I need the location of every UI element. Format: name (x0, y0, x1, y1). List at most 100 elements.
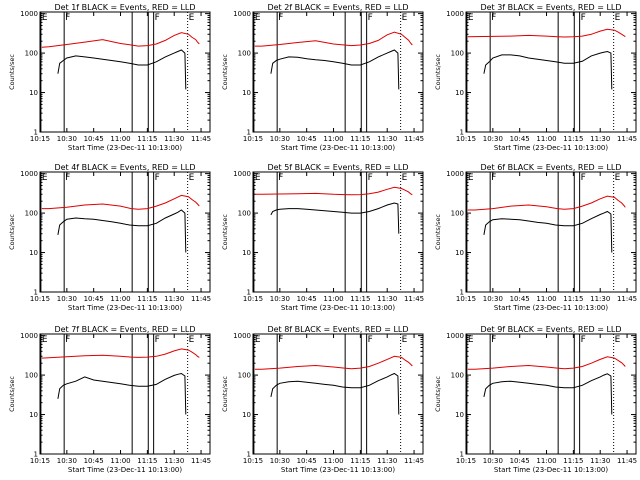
y-tick-label: 1 (247, 129, 251, 137)
plot-frame (252, 171, 424, 293)
x-tick-label: 11:45 (191, 135, 211, 143)
marker-label: F (368, 173, 373, 183)
panel-title: Det 8f BLACK = Events, RED = LLD (267, 325, 408, 334)
marker-label: E (189, 13, 195, 23)
y-axis-label: Counts/sec (434, 54, 442, 90)
plot-frame (39, 171, 211, 293)
x-tick-label: 11:45 (617, 295, 637, 303)
marker-label: E (255, 335, 261, 345)
y-tick-label: 1000 (20, 332, 38, 340)
x-tick-label: 11:30 (377, 135, 397, 143)
y-tick-label: 1 (34, 129, 38, 137)
x-tick-label: 10:30 (270, 135, 290, 143)
marker-label: F (581, 13, 586, 23)
marker-label: E (468, 335, 474, 345)
x-tick-label: 11:30 (590, 135, 610, 143)
x-tick-label: 11:15 (137, 295, 157, 303)
marker-label: E (255, 13, 261, 23)
panel-title: Det 9f BLACK = Events, RED = LLD (480, 325, 621, 334)
panel-title: Det 7f BLACK = Events, RED = LLD (54, 325, 195, 334)
marker-label: E (42, 335, 48, 345)
series-events-line (483, 373, 613, 415)
y-axis-label: Counts/sec (434, 376, 442, 412)
x-tick-label: 11:00 (536, 457, 556, 465)
y-tick-label: 10 (455, 249, 464, 257)
x-axis-label: Start Time (23-Dec-11 10:13:00) (494, 304, 608, 312)
x-tick-label: 11:00 (110, 135, 130, 143)
y-axis-label: Counts/sec (221, 376, 229, 412)
x-tick-label: 10:45 (297, 295, 317, 303)
x-tick-label: 11:15 (563, 457, 583, 465)
x-tick-label: 11:00 (536, 295, 556, 303)
marker-label: F (65, 173, 70, 183)
x-tick-label: 10:30 (270, 295, 290, 303)
marker-label: F (368, 335, 373, 345)
marker-label: F (491, 335, 496, 345)
x-axis-label: Start Time (23-Dec-11 10:13:00) (68, 466, 182, 474)
marker-label: E (402, 173, 408, 183)
y-tick-label: 100 (451, 372, 464, 380)
y-tick-label: 100 (25, 50, 38, 58)
y-tick-label: 1 (34, 451, 38, 459)
x-tick-label: 10:15 (30, 295, 50, 303)
series-lld-line (467, 195, 626, 211)
marker-label: E (42, 173, 48, 183)
marker-label: E (468, 13, 474, 23)
y-tick-label: 100 (238, 50, 251, 58)
series-lld-line (41, 194, 200, 210)
x-tick-label: 11:45 (617, 135, 637, 143)
plot-frame (252, 333, 424, 455)
y-tick-label: 1 (460, 129, 464, 137)
x-tick-label: 10:30 (57, 135, 77, 143)
x-tick-label: 11:15 (563, 295, 583, 303)
x-tick-label: 11:45 (404, 295, 424, 303)
x-tick-label: 10:15 (456, 457, 476, 465)
series-lld-line (254, 186, 413, 196)
y-tick-label: 1000 (233, 10, 251, 18)
marker-label: E (189, 173, 195, 183)
panel-title: Det 5f BLACK = Events, RED = LLD (267, 163, 408, 172)
y-tick-label: 1000 (20, 10, 38, 18)
y-axis-label: Counts/sec (434, 214, 442, 250)
series-events-line (483, 50, 613, 90)
marker-label: F (155, 13, 160, 23)
y-tick-label: 10 (29, 89, 38, 97)
series-events-line (57, 372, 187, 415)
marker-label: F (581, 173, 586, 183)
x-tick-label: 11:30 (590, 295, 610, 303)
x-axis-label: Start Time (23-Dec-11 10:13:00) (68, 304, 182, 312)
x-tick-label: 11:00 (323, 457, 343, 465)
y-tick-label: 10 (242, 411, 251, 419)
y-tick-label: 1000 (20, 170, 38, 178)
panel-title: Det 2f BLACK = Events, RED = LLD (267, 3, 408, 12)
x-axis-label: Start Time (23-Dec-11 10:13:00) (68, 144, 182, 152)
y-tick-label: 10 (29, 411, 38, 419)
x-tick-label: 10:15 (243, 295, 263, 303)
x-tick-label: 11:45 (191, 457, 211, 465)
y-tick-label: 100 (238, 210, 251, 218)
x-tick-label: 11:45 (617, 457, 637, 465)
x-tick-label: 11:00 (110, 457, 130, 465)
panel-title: Det 3f BLACK = Events, RED = LLD (480, 3, 621, 12)
y-tick-label: 10 (455, 411, 464, 419)
x-tick-label: 10:45 (84, 457, 104, 465)
marker-label: E (189, 335, 195, 345)
marker-label: E (615, 13, 621, 23)
x-tick-label: 11:15 (137, 457, 157, 465)
x-tick-label: 10:15 (243, 135, 263, 143)
plot-frame (39, 11, 211, 133)
x-tick-label: 11:15 (350, 457, 370, 465)
plot-frame (465, 333, 637, 455)
y-tick-label: 1 (247, 289, 251, 297)
marker-label: E (468, 173, 474, 183)
y-tick-label: 10 (242, 249, 251, 257)
y-tick-label: 1000 (233, 332, 251, 340)
y-tick-label: 100 (25, 372, 38, 380)
x-tick-label: 11:30 (164, 457, 184, 465)
x-tick-label: 10:30 (57, 457, 77, 465)
panel-title: Det 1f BLACK = Events, RED = LLD (54, 3, 195, 12)
